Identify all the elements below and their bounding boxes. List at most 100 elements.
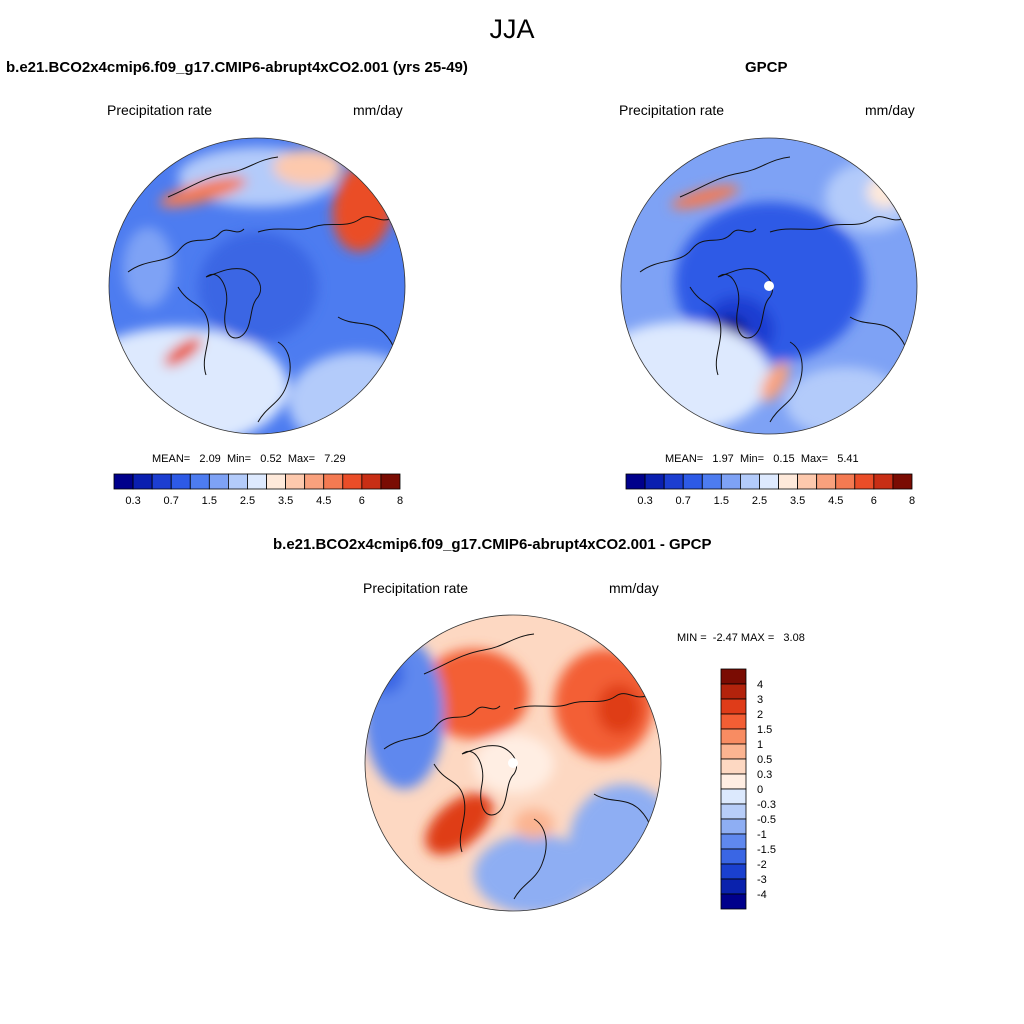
model-colorbar-swatch xyxy=(113,473,134,490)
diff-colorbar-swatch xyxy=(720,788,747,805)
model-colorbar-swatch xyxy=(247,473,267,490)
model-coastline xyxy=(127,228,245,273)
obs-mean-value: 1.97 xyxy=(712,453,734,465)
diff-colorbar-tick-label: 0 xyxy=(757,784,763,796)
diff-colorbar-tick-label: 0.5 xyxy=(757,754,772,766)
diff-colorbar-tick-label: 4 xyxy=(757,679,763,691)
diff-min-label: MIN = xyxy=(677,632,707,644)
model-field xyxy=(109,138,405,434)
diff-colorbar: 4 3 2 1.5 1 0.5 0.3 0 -0.3 -0.5 -1 -1.5 -2 -3 -4 xyxy=(720,668,776,910)
diff-colorbar-swatch xyxy=(720,728,747,745)
diff-colorbar-swatch xyxy=(720,758,747,775)
obs-colorbar-tick-label: 4.5 xyxy=(828,495,843,507)
model-colorbar-swatch xyxy=(189,473,210,490)
model-colorbar-tick-label: 3.5 xyxy=(278,495,293,507)
diff-colorbar-swatch xyxy=(720,698,747,715)
model-colorbar-tick-label: 8 xyxy=(397,495,403,507)
model-colorbar-swatch xyxy=(361,473,382,490)
figure-title: JJA xyxy=(489,14,535,44)
model-coastline xyxy=(177,286,210,376)
model-colorbar-swatch xyxy=(151,473,172,490)
obs-max-label: Max= xyxy=(800,453,829,465)
diff-colorbar-tick-label: -3 xyxy=(757,874,767,886)
model-colorbar-tick-label: 0.3 xyxy=(125,495,140,507)
diff-colorbar-tick-label: 3 xyxy=(757,694,763,706)
diff-colorbar-tick-label: -2 xyxy=(757,859,767,871)
model-variable-label: Precipitation rate xyxy=(107,102,213,118)
diff-colorbar-swatch xyxy=(720,848,747,865)
diff-colorbar-swatch xyxy=(720,773,747,790)
diff-min-value: -2.47 xyxy=(712,632,738,644)
model-colorbar-swatch xyxy=(323,473,344,490)
model-shade xyxy=(123,227,173,307)
model-shade xyxy=(109,327,288,434)
diff-shade xyxy=(419,649,529,739)
model-colorbar-swatch xyxy=(208,473,229,490)
diff-panel-title: b.e21.BCO2x4cmip6.f09_g17.CMIP6-abrupt4x… xyxy=(273,536,712,553)
model-colorbar-swatch xyxy=(380,473,401,490)
obs-colorbar-tick-label: 0.7 xyxy=(676,495,691,507)
model-coastline xyxy=(257,216,391,233)
model-colorbar-swatch xyxy=(228,473,248,490)
obs-min-label: Min= xyxy=(739,453,765,465)
model-colorbar-tick-label: 1.5 xyxy=(202,495,217,507)
diff-coastline xyxy=(513,693,647,710)
diff-coastline xyxy=(423,633,535,675)
obs-colorbar-swatch xyxy=(663,473,684,490)
model-shade xyxy=(198,232,318,342)
obs-colorbar-swatch xyxy=(682,473,703,490)
diff-coastline xyxy=(383,705,501,750)
diff-colorbar-tick-label: -0.3 xyxy=(757,799,776,811)
model-colorbar-swatch xyxy=(285,473,306,490)
obs-shade xyxy=(867,176,903,208)
obs-colorbar-swatch xyxy=(644,473,665,490)
model-colorbar-swatch xyxy=(170,473,191,490)
diff-shade xyxy=(474,834,594,911)
diff-colorbar-swatch xyxy=(720,683,747,700)
model-max-value: 7.29 xyxy=(324,453,346,465)
obs-variable-label: Precipitation rate xyxy=(619,102,725,118)
diff-shade xyxy=(514,809,554,839)
model-coastline xyxy=(205,268,262,339)
model-colorbar-tick-label: 0.7 xyxy=(164,495,179,507)
diff-colorbar-swatch xyxy=(720,863,747,880)
model-units-label: mm/day xyxy=(353,102,403,118)
obs-coastlines xyxy=(639,156,911,423)
diff-max-label: MAX = xyxy=(740,632,775,644)
diff-shade xyxy=(365,654,404,694)
obs-panel-title: GPCP xyxy=(745,59,788,76)
diff-coastline xyxy=(513,818,547,900)
model-panel-title: b.e21.BCO2x4cmip6.f09_g17.CMIP6-abrupt4x… xyxy=(6,59,468,76)
model-min-value: 0.52 xyxy=(260,453,282,465)
model-coastline xyxy=(257,341,291,423)
obs-colorbar-swatch xyxy=(835,473,856,490)
obs-shade xyxy=(671,185,739,209)
obs-polar-map xyxy=(620,137,918,435)
obs-colorbar-swatch xyxy=(797,473,818,490)
obs-colorbar: 0.3 0.7 1.5 2.5 3.5 4.5 6 8 xyxy=(625,473,915,507)
obs-colorbar-tick-label: 8 xyxy=(909,495,915,507)
diff-colorbar-swatch xyxy=(720,713,747,730)
obs-colorbar-swatch xyxy=(816,473,837,490)
obs-colorbar-swatch xyxy=(701,473,722,490)
model-colorbar-swatch xyxy=(304,473,325,490)
obs-colorbar-swatch xyxy=(892,473,913,490)
diff-colorbar-swatch xyxy=(720,743,747,760)
diff-colorbar-swatch xyxy=(720,803,747,820)
model-stats: MEAN= 2.09 Min= 0.52 Max= 7.29 xyxy=(152,453,346,465)
diff-units-label: mm/day xyxy=(609,580,659,596)
obs-colorbar-tick-label: 0.3 xyxy=(637,495,652,507)
model-shade xyxy=(164,337,202,367)
diff-colorbar-swatch xyxy=(720,878,747,895)
model-colorbar-swatch xyxy=(266,473,287,490)
diff-stats: MIN = -2.47 MAX = 3.08 xyxy=(677,632,805,644)
diff-shade xyxy=(365,639,444,789)
obs-stats: MEAN= 1.97 Min= 0.15 Max= 5.41 xyxy=(665,453,859,465)
obs-max-value: 5.41 xyxy=(837,453,859,465)
model-colorbar-tick-label: 6 xyxy=(359,495,365,507)
obs-colorbar-swatch xyxy=(720,473,741,490)
model-mean-label: MEAN= xyxy=(152,453,191,465)
diff-coastline xyxy=(433,763,466,853)
obs-map-border xyxy=(620,137,918,435)
diff-map-border xyxy=(364,614,662,912)
